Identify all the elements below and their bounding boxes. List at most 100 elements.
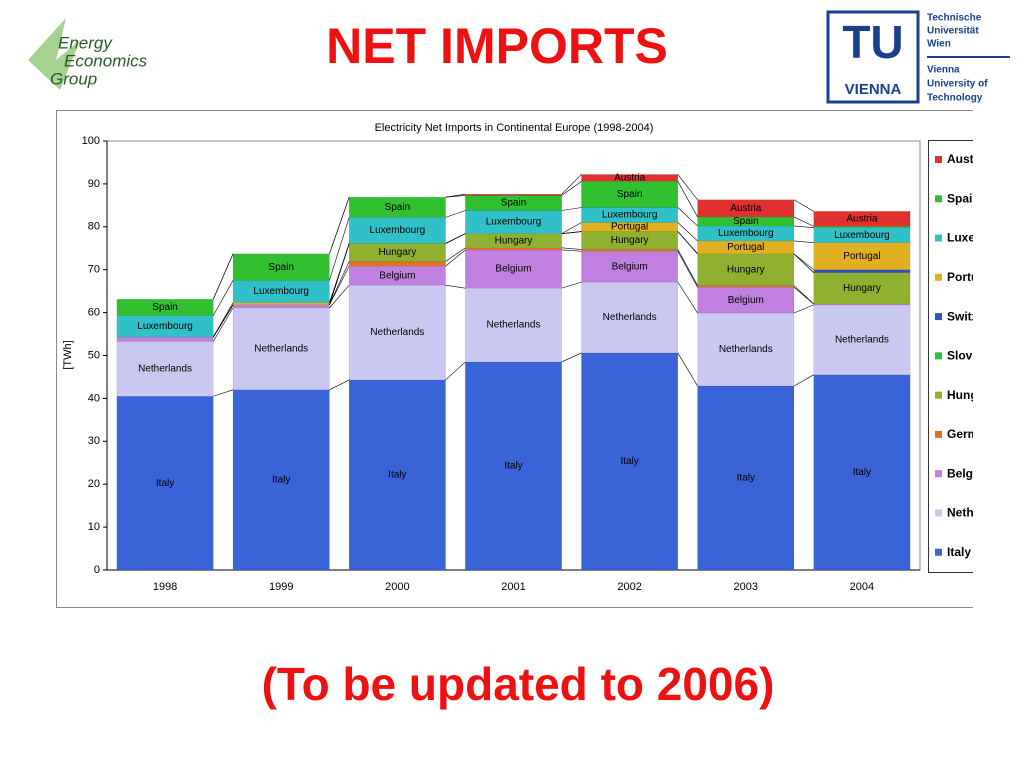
series-line xyxy=(793,253,814,273)
bar-segment xyxy=(116,341,214,397)
segment-label: Luxembourg xyxy=(137,321,193,332)
bar-segment xyxy=(697,312,795,387)
legend-label: Germany xyxy=(947,427,999,441)
bar-segment xyxy=(465,249,562,289)
segment-label: Spain xyxy=(385,202,411,213)
series-line xyxy=(329,243,350,303)
series-line xyxy=(793,216,814,227)
series-line xyxy=(561,181,582,196)
segment-label: Hungary xyxy=(495,235,533,246)
segment-label: Spain xyxy=(152,302,178,313)
legend-swatch xyxy=(935,548,942,556)
bar-segment xyxy=(348,217,446,244)
series-line xyxy=(677,249,698,286)
bar-segment xyxy=(232,307,330,391)
series-line xyxy=(329,197,350,254)
y-tick-label: 70 xyxy=(88,264,100,276)
series-line xyxy=(793,304,814,314)
bar-segment xyxy=(348,196,446,218)
bar-segment xyxy=(465,287,562,363)
segment-label: Belgium xyxy=(728,295,764,306)
series-line xyxy=(561,247,582,250)
series-line xyxy=(445,193,466,198)
logo-text: Energy xyxy=(58,33,113,52)
segment-label: Belgium xyxy=(612,261,648,272)
bar-segment xyxy=(348,284,446,381)
logo-text: University of xyxy=(927,79,988,90)
slide-title: NET IMPORTS xyxy=(326,18,668,74)
chart: Electricity Net Imports in Continental E… xyxy=(56,110,1014,608)
bar-segment xyxy=(581,281,679,354)
series-line xyxy=(445,210,466,218)
series-line xyxy=(793,285,814,305)
series-line xyxy=(445,247,466,262)
segment-label: Netherlands xyxy=(719,344,773,355)
segment-label: Italy xyxy=(737,473,755,484)
legend-label: Italy xyxy=(947,545,971,559)
segment-label: Netherlands xyxy=(254,343,308,354)
bar-segment xyxy=(813,272,911,305)
segment-label: Italy xyxy=(156,478,174,489)
series-line xyxy=(329,379,350,391)
series-line xyxy=(445,249,466,267)
bar-segment xyxy=(348,379,446,571)
footer-note: (To be updated to 2006) xyxy=(262,658,775,710)
segment-label: Austria xyxy=(846,214,878,225)
series-line xyxy=(213,389,234,397)
bar-segment xyxy=(232,302,330,306)
x-tick-label: 2000 xyxy=(385,581,409,593)
segment-label: Italy xyxy=(853,467,871,478)
segment-label: Luxembourg xyxy=(602,210,658,221)
segment-label: Spain xyxy=(501,198,527,209)
bar-segment xyxy=(232,304,330,309)
segment-label: Italy xyxy=(272,475,290,486)
series-line xyxy=(561,231,582,234)
segment-label: Spain xyxy=(617,189,643,200)
legend-label: Spain xyxy=(947,191,980,205)
logo-text: Universität xyxy=(927,26,979,37)
bar-segment xyxy=(697,285,795,288)
series-line xyxy=(329,284,350,309)
series-line xyxy=(677,222,698,242)
series-line xyxy=(561,207,582,211)
series-line xyxy=(677,352,698,387)
segment-label: Austria xyxy=(614,173,646,184)
series-line xyxy=(445,284,466,289)
series-line xyxy=(677,281,698,314)
x-tick-label: 2003 xyxy=(734,581,758,593)
bar-segment xyxy=(813,242,911,270)
segment-label: Hungary xyxy=(843,283,881,294)
series-line xyxy=(329,266,350,306)
bar-segment xyxy=(697,287,795,314)
bar-segment xyxy=(116,396,214,571)
bar-segment xyxy=(581,352,679,571)
bar-segment xyxy=(813,211,911,227)
legend-swatch xyxy=(935,273,942,281)
bar-segment xyxy=(465,247,562,251)
logo-frame xyxy=(826,10,920,104)
legend-label: Switzerland xyxy=(947,309,1014,323)
logo-text: Vienna xyxy=(927,65,960,76)
bar-segment xyxy=(581,174,679,182)
series-line xyxy=(793,199,814,212)
segment-label: Netherlands xyxy=(138,363,192,374)
segment-label: Luxembourg xyxy=(834,230,890,241)
legend-swatch xyxy=(935,430,942,438)
bar-segment xyxy=(116,336,214,342)
series-line xyxy=(445,233,466,244)
x-tick-label: 1998 xyxy=(153,581,177,593)
legend-swatch xyxy=(935,195,942,203)
bar-segment xyxy=(116,299,214,316)
logo-leaf xyxy=(28,18,80,90)
bar-segment xyxy=(232,389,330,571)
legend-label: Belgium xyxy=(947,466,994,480)
y-tick-label: 10 xyxy=(88,521,100,533)
legend-label: Hungary xyxy=(947,388,996,402)
chart-title: Electricity Net Imports in Continental E… xyxy=(375,122,654,134)
legend-swatch xyxy=(935,234,942,242)
series-line xyxy=(213,302,234,338)
legend-swatch xyxy=(935,313,942,321)
y-tick-label: 40 xyxy=(88,392,100,404)
bar-segment xyxy=(697,385,795,571)
segment-label: Italy xyxy=(504,461,522,472)
